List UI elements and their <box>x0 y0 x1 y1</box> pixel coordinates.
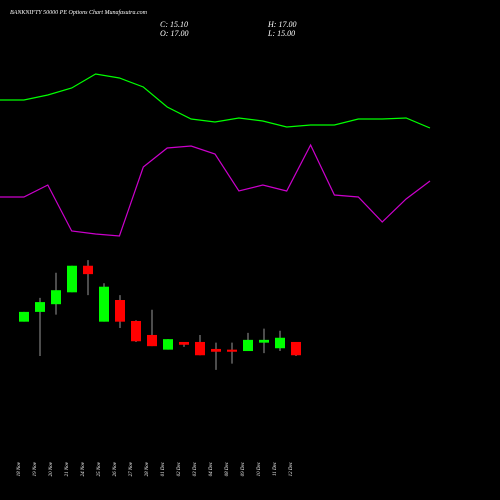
x-tick-label: 02 Dec <box>177 461 182 476</box>
x-tick-label: 21 Nov <box>65 461 70 476</box>
candle-body <box>195 341 205 356</box>
candle-body <box>131 320 141 342</box>
chart-title: BANKNIFTY 50000 PE Options Chart Munafas… <box>10 9 148 16</box>
stat: L: 15.00 <box>267 29 295 38</box>
candle-body <box>291 341 301 356</box>
x-tick-label: 08 Dec <box>225 461 230 476</box>
x-tick-label: 04 Dec <box>209 461 214 476</box>
candle-body <box>179 341 189 345</box>
x-tick-label: 28 Nov <box>145 461 150 476</box>
candle-body <box>19 311 29 322</box>
x-tick-label: 12 Dec <box>289 461 294 476</box>
indicator-line <box>0 143 431 237</box>
x-tick-label: 18 Nov <box>17 461 22 476</box>
candle-body <box>275 337 285 349</box>
stat: O: 17.00 <box>160 29 188 38</box>
x-tick-label: 20 Nov <box>49 461 54 476</box>
candle-body <box>163 339 173 350</box>
candle-body <box>67 265 77 293</box>
candle-body <box>51 290 61 305</box>
candle-body <box>227 349 237 352</box>
candle-body <box>147 334 157 347</box>
candle-body <box>259 339 269 343</box>
stat: H: 17.00 <box>267 20 296 29</box>
candle-body <box>243 339 253 352</box>
x-tick-label: 24 Nov <box>81 461 86 476</box>
candle-body <box>83 265 93 275</box>
x-tick-label: 19 Nov <box>33 461 38 476</box>
x-tick-label: 27 Nov <box>129 461 134 476</box>
indicator-line <box>0 73 431 129</box>
x-tick-label: 25 Nov <box>97 461 102 476</box>
x-tick-label: 01 Dec <box>161 461 166 476</box>
stat: C: 15.10 <box>160 20 188 29</box>
candle-body <box>211 348 221 352</box>
candle-body <box>115 300 125 322</box>
candle-body <box>99 286 109 322</box>
x-tick-label: 26 Nov <box>113 461 118 476</box>
x-tick-label: 09 Dec <box>241 461 246 476</box>
x-tick-label: 10 Dec <box>257 461 262 476</box>
x-tick-label: 03 Dec <box>193 461 198 476</box>
x-tick-label: 11 Dec <box>273 461 278 476</box>
candle-body <box>35 302 45 312</box>
